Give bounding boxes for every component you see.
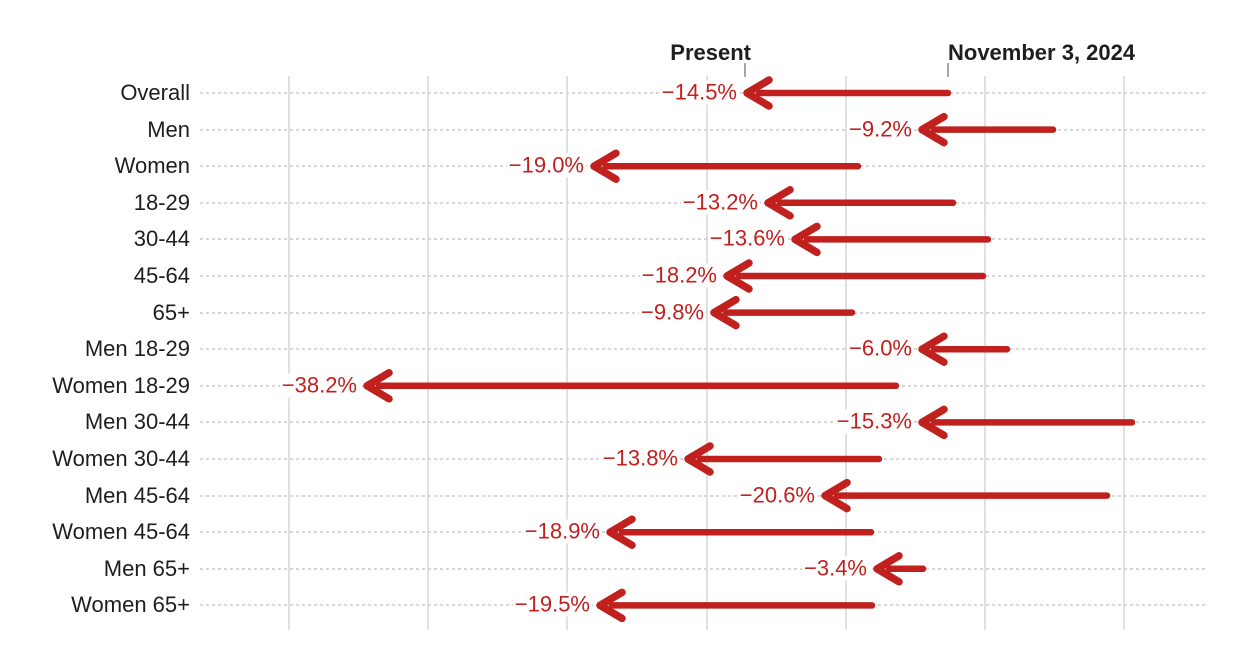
present-axis-tick bbox=[744, 63, 746, 77]
category-label: Women 30-44 bbox=[52, 446, 190, 471]
category-label: Men 30-44 bbox=[84, 409, 190, 435]
change-value-label: −18.9% bbox=[522, 518, 602, 544]
trend-arrow-head bbox=[606, 515, 636, 549]
change-value-label: −3.4% bbox=[802, 555, 869, 581]
row-dotted-line bbox=[200, 348, 1207, 351]
trend-arrow-head bbox=[918, 332, 948, 366]
change-value-label: −20.6% bbox=[737, 482, 817, 508]
category-label: 30-44 bbox=[133, 226, 190, 252]
change-value-label: −19.0% bbox=[506, 152, 586, 178]
change-value-label: −13.6% bbox=[707, 225, 787, 251]
trend-arrow-head bbox=[710, 295, 740, 330]
category-label: Women 18-29 bbox=[52, 372, 190, 398]
change-value-label: −15.3% bbox=[834, 408, 914, 434]
category-label: Overall bbox=[120, 80, 190, 105]
category-label: Women 65+ bbox=[71, 592, 190, 618]
trend-arrow-head bbox=[791, 222, 821, 257]
trend-arrow-head bbox=[764, 186, 794, 220]
row-dotted-line bbox=[200, 128, 1207, 131]
change-value-label: −13.8% bbox=[600, 445, 680, 471]
change-value-label: −9.8% bbox=[639, 299, 706, 325]
trend-arrow-head bbox=[684, 442, 714, 476]
category-label: Women 45-64 bbox=[52, 519, 190, 545]
row-dotted-line bbox=[200, 567, 1207, 570]
vertical-gridline bbox=[706, 76, 708, 630]
change-value-label: −6.0% bbox=[847, 335, 914, 361]
vertical-gridline bbox=[566, 76, 568, 630]
change-value-label: −38.2% bbox=[279, 372, 359, 398]
category-label: 65+ bbox=[152, 299, 190, 325]
row-dotted-line bbox=[200, 421, 1207, 424]
trend-arrow-head bbox=[590, 149, 620, 183]
trend-arrow-head bbox=[918, 112, 948, 147]
category-label: 18-29 bbox=[133, 189, 190, 215]
change-value-label: −9.2% bbox=[847, 116, 914, 142]
category-label: Women bbox=[114, 153, 190, 179]
vertical-gridline bbox=[984, 76, 986, 630]
trend-arrow-head bbox=[821, 478, 851, 513]
change-value-label: −14.5% bbox=[659, 79, 739, 105]
change-value-label: −13.2% bbox=[680, 189, 760, 215]
change-value-label: −19.5% bbox=[512, 591, 592, 617]
category-label: Men 18-29 bbox=[84, 336, 190, 362]
column-header-date: November 3, 2024 bbox=[948, 40, 1136, 65]
trend-arrow-head bbox=[918, 405, 948, 440]
vertical-gridline bbox=[1123, 76, 1125, 630]
column-header-present: Present bbox=[670, 40, 751, 65]
trend-arrow-head bbox=[596, 588, 626, 623]
category-label: Men 65+ bbox=[103, 555, 190, 581]
vertical-gridline bbox=[427, 76, 429, 630]
trend-arrow-head bbox=[873, 552, 903, 586]
row-dotted-line bbox=[200, 494, 1207, 497]
trend-arrow-head bbox=[723, 259, 753, 293]
vertical-gridline bbox=[288, 76, 290, 630]
trend-arrow-head bbox=[743, 76, 773, 110]
row-dotted-line bbox=[200, 238, 1207, 241]
vertical-gridline bbox=[845, 76, 847, 630]
category-label: 45-64 bbox=[133, 263, 190, 288]
trend-arrow-head bbox=[363, 369, 393, 403]
category-label: Men bbox=[147, 116, 190, 142]
change-value-label: −18.2% bbox=[639, 262, 719, 288]
category-label: Men 45-64 bbox=[84, 482, 190, 508]
date-axis-tick bbox=[947, 63, 949, 77]
